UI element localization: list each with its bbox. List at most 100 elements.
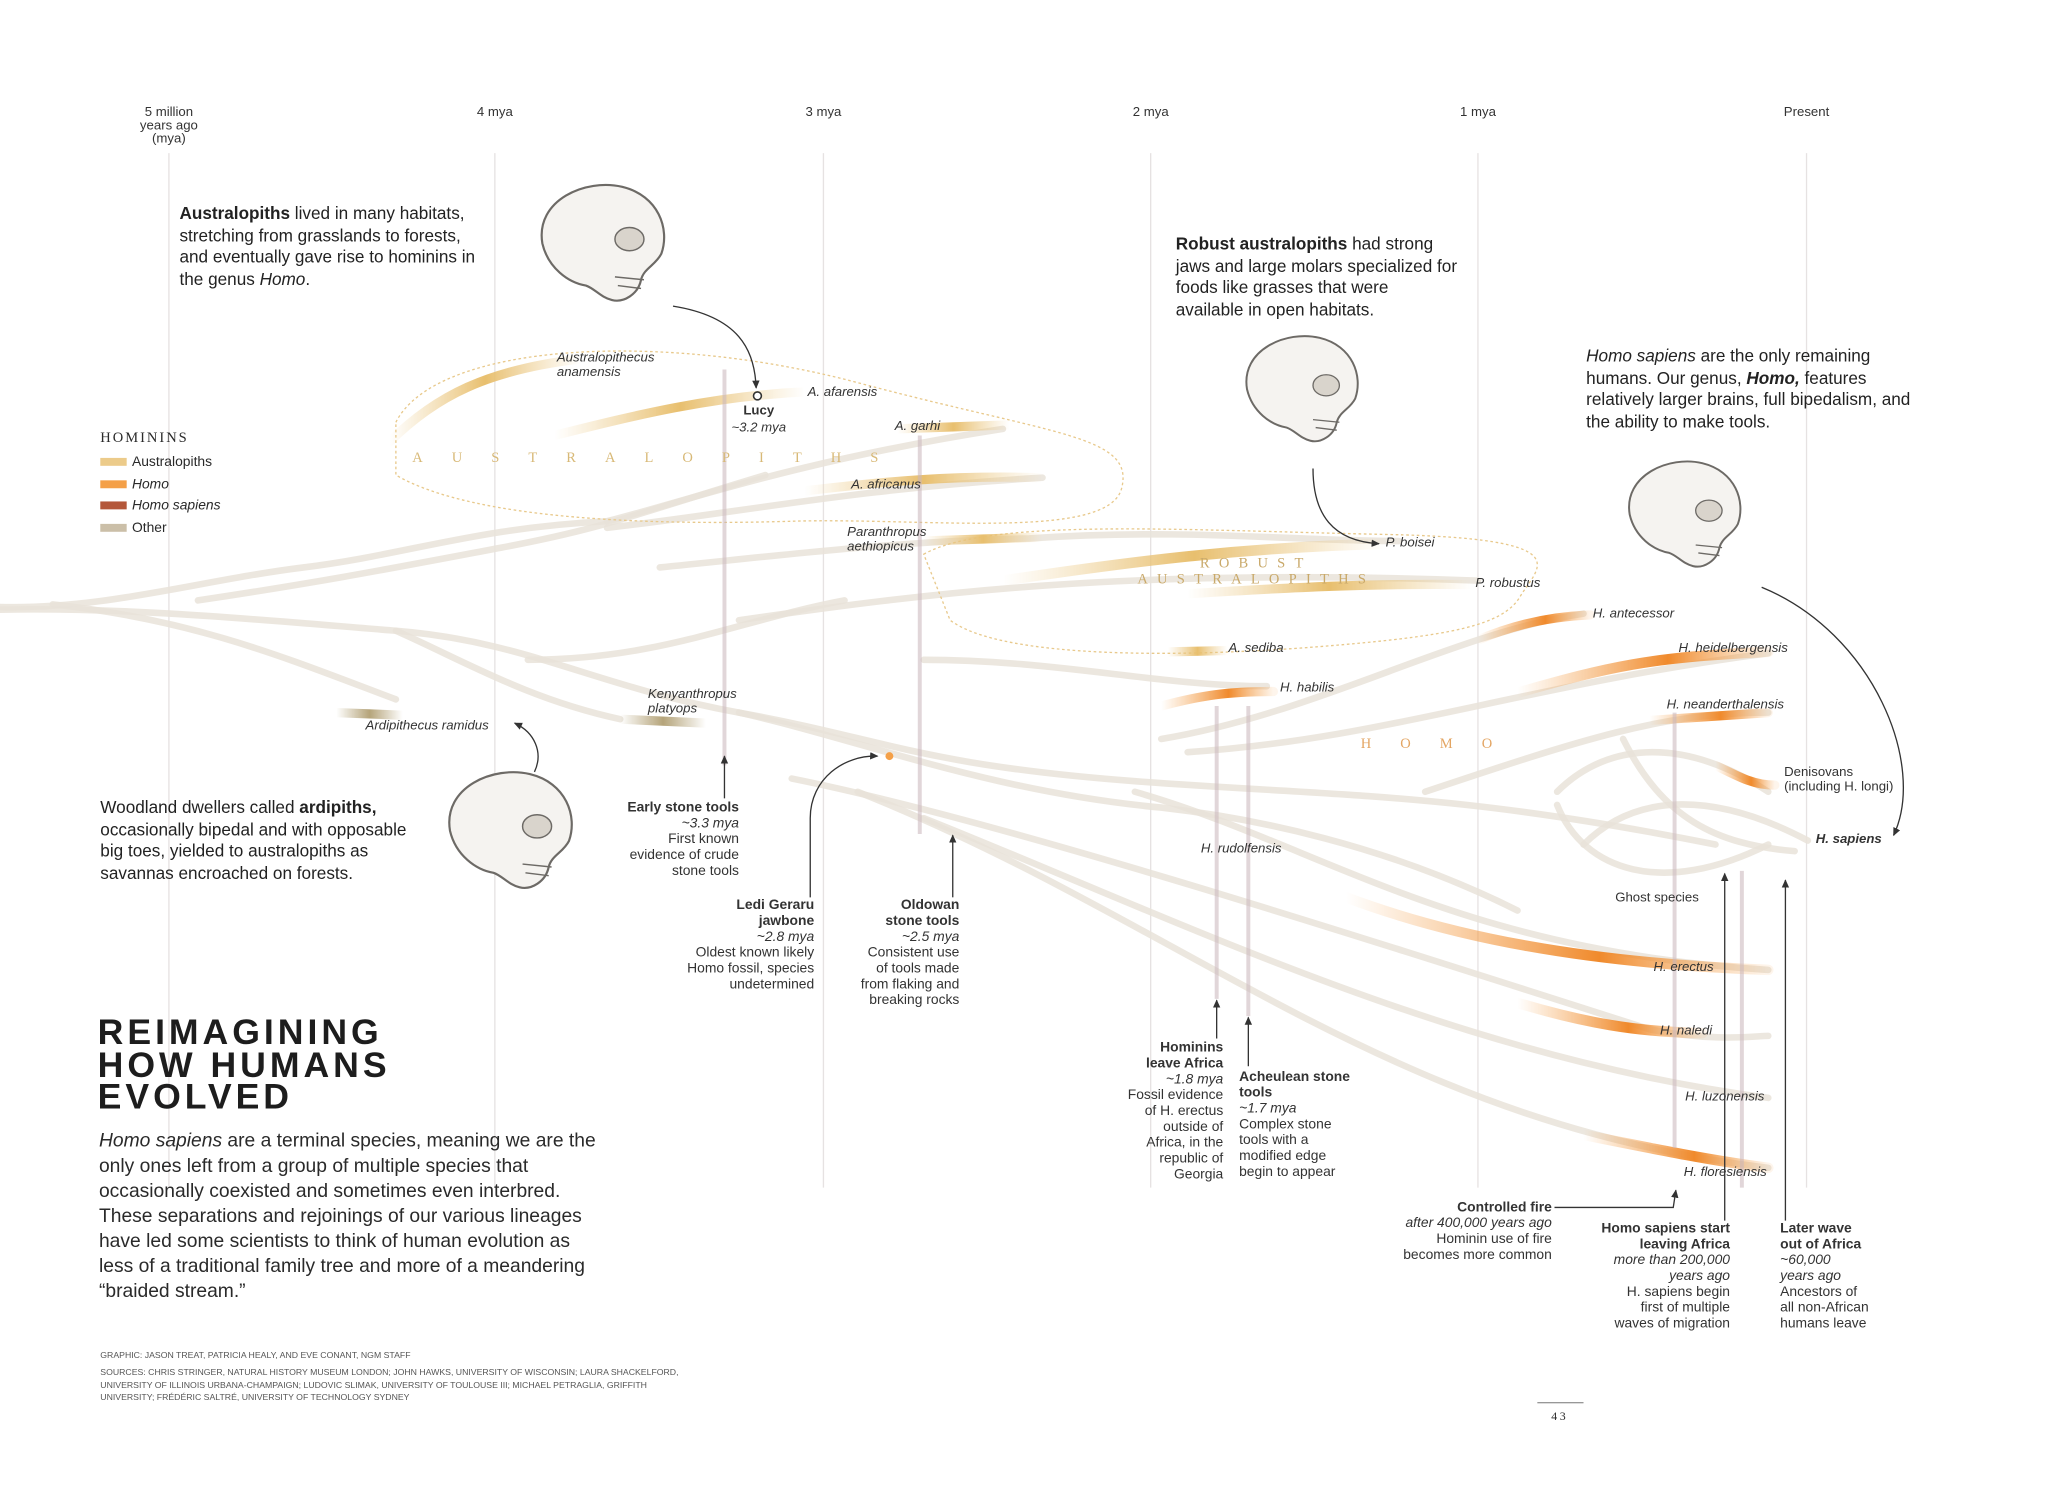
stream [920,656,1271,690]
group-outline [395,350,1124,524]
event-date: more than 200,000 years ago [1613,1252,1730,1284]
event-text: Fossil evidence of H. erectus outside of… [1127,1087,1224,1183]
species-label: P. robustus [1475,576,1541,592]
stream [392,627,624,723]
arrow [672,305,760,389]
group-label: ROBUST AUSTRALOPITHS [1137,555,1376,588]
text-run: occasionally bipedal and with opposable … [100,818,407,883]
event-title: Acheulean stone tools [1239,1068,1350,1101]
stream [788,775,1772,1041]
event-date: ~2.8 mya [756,928,815,945]
species-streak [1578,1129,1774,1174]
text-run: are a terminal species, meaning we are t… [98,1130,596,1303]
species-streak [997,538,1391,586]
text-run: Homo, [1746,367,1800,388]
event: Homo sapiens start leaving Africa more th… [1601,1221,1730,1332]
text-run: Woodland dwellers called [100,797,300,817]
species-label: A. garhi [894,419,941,435]
text-run: . [305,268,311,289]
species-label: H. naledi [1660,1024,1713,1039]
event: Hominins leave Africa ~1.8 mya Fossil evid… [1128,1040,1224,1183]
timeline-label: 5 million years ago (mya) [139,105,198,147]
species-label: A. africanus [851,477,921,493]
note: Robust australopiths had strong jaws and… [1176,234,1460,321]
event-text: Hominin use of fire becomes more common [1403,1231,1552,1263]
event-text: Oldest known likely Homo fossil, species… [687,944,815,993]
species-label: H. erectus [1653,960,1714,976]
lucy-date: ~3.2 mya [731,420,787,436]
legend-swatch [100,457,127,466]
event: Controlled fire after 400,000 years ago Ho… [1403,1200,1552,1263]
skull-illustration [1245,335,1359,443]
species-label: Australopithecus anamensis [556,351,655,381]
stream [0,517,611,611]
species-label: H. rudolfensis [1200,841,1282,857]
timeline-label: Present [1783,105,1830,121]
text-run: are the only remaining humans. Our genus… [1586,345,1871,388]
species-streak [1340,892,1774,976]
timeline-label: 2 mya [1132,105,1169,121]
text-run: had strong jaws and large molars special… [1175,233,1458,319]
event: Later wave out of Africa ~60,000 years ag… [1780,1221,1869,1332]
species-streak [1163,645,1232,657]
event-text: Complex stone tools with a modified edge… [1239,1116,1336,1180]
species-label: Kenyanthropus platyops [647,687,737,717]
lucy-label: Lucy [743,403,775,419]
event-date: ~1.8 mya [1165,1071,1224,1088]
species-streak [1644,707,1773,726]
skull-illustration [1628,460,1742,568]
species-streak [1156,686,1279,711]
event: Acheulean stone tools ~1.7 mya Complex sto… [1239,1069,1350,1180]
stream [49,601,400,703]
skull-illustration [448,771,573,889]
stream [1157,610,1587,743]
stream [1580,801,1812,848]
note: Homo sapiens are the only remaining huma… [1586,346,1916,433]
group-outline [922,528,1538,654]
legend-title: HOMININS [100,430,189,447]
species-streak [1473,610,1595,645]
species-streak [384,354,586,447]
event-text: H. sapiens begin first of multiple waves… [1614,1283,1730,1332]
species-streak [549,387,810,441]
event: Ledi Geraru jawbone ~2.8 mya Oldest known … [687,897,814,992]
stream [1184,649,1772,756]
species-label: P. boisei [1385,535,1435,551]
credit: GRAPHIC: JASON TREAT, PATRICIA HEALY, AN… [100,1351,411,1361]
legend-label: Other [131,519,167,536]
species-label: H. luzonensis [1685,1089,1765,1105]
stream [735,709,1521,914]
text-run: features relatively larger brains, full … [1586,367,1911,431]
event-title: Ledi Geraru jawbone [736,897,815,929]
legend-label: Australopiths [131,453,213,470]
body-text: Homo sapiens are a terminal species, mea… [99,1130,607,1306]
event-title: Controlled fire [1457,1199,1552,1216]
event-date: ~60,000 years ago [1780,1252,1842,1284]
stream [1553,801,1772,876]
timeline-label: 4 mya [476,105,513,121]
page-number: 43 [1551,1409,1569,1423]
species-label: H. antecessor [1592,607,1675,622]
fossil-dot [885,752,894,761]
text-run: Robust australopiths [1175,233,1348,254]
event-date: ~1.7 mya [1239,1100,1297,1117]
legend-swatch [100,523,127,532]
legend-label: Homo [131,475,169,492]
event-title: Later wave out of Africa [1780,1220,1862,1253]
arrow [513,722,539,773]
legend-swatch [100,501,127,510]
stream [524,597,848,664]
stream [603,425,1007,525]
species-label: H. heidelbergensis [1678,641,1788,656]
species-streak [1512,646,1774,699]
event-date: ~3.3 mya [681,815,739,832]
lucy-dot [752,391,763,401]
species-label: Ardipithecus ramidus [365,719,489,734]
event: Early stone tools ~3.3 mya First known evi… [627,800,739,879]
stream [920,814,1772,1102]
credit: SOURCES: CHRIS STRINGER, NATURAL HISTORY… [100,1368,679,1403]
note: Woodland dwellers called ardipiths, occa… [100,797,423,884]
timeline-label: 1 mya [1459,105,1496,121]
